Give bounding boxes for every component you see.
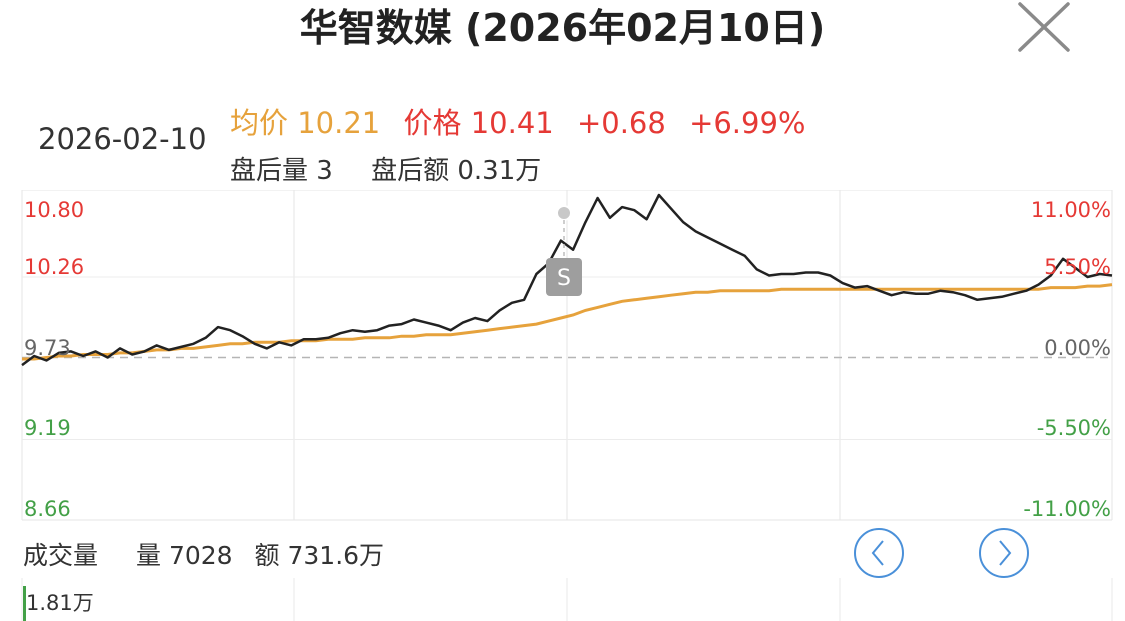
volume-info-line: 成交量 量 7028 额 731.6万 bbox=[23, 536, 384, 572]
after-hours-amount-label: 盘后额 bbox=[371, 156, 450, 186]
trade-marker[interactable]: S bbox=[546, 205, 582, 296]
chart-grid bbox=[21, 190, 1113, 521]
y-left-tick-label: 10.26 bbox=[24, 255, 85, 279]
next-day-button[interactable] bbox=[978, 527, 1030, 579]
price-line bbox=[21, 193, 1113, 367]
avg-price-line bbox=[22, 283, 1113, 361]
amount-label: 额 bbox=[254, 541, 280, 570]
y-right-tick-label: 11.00% bbox=[1030, 198, 1111, 222]
chevron-right-icon bbox=[979, 528, 1029, 578]
y-left-tick-label: 10.80 bbox=[24, 198, 85, 222]
y-right-tick-label: 5.50% bbox=[1044, 255, 1111, 279]
avg-price-label: 均价 bbox=[230, 106, 289, 140]
avg-price-value: 10.21 bbox=[297, 106, 381, 140]
price-change-pct: +6.99% bbox=[689, 106, 806, 140]
y-right-tick-label: -5.50% bbox=[1036, 416, 1111, 440]
y-left-tick-label: 9.19 bbox=[24, 416, 71, 440]
y-left-tick-label: 9.73 bbox=[24, 336, 71, 360]
volume-label: 量 bbox=[135, 541, 161, 570]
amount-value: 731.6万 bbox=[287, 541, 385, 570]
after-hours-line: 盘后量 3 盘后额 0.31万 bbox=[230, 150, 541, 187]
price-info-line: 均价 10.21 价格 10.41 +0.68 +6.99% bbox=[230, 100, 806, 142]
y-right-tick-label: -11.00% bbox=[1023, 497, 1111, 521]
chevron-left-icon bbox=[854, 528, 904, 578]
y-left-tick-label: 8.66 bbox=[24, 497, 71, 521]
after-hours-amount-value: 0.31万 bbox=[457, 156, 542, 186]
volume-value: 7028 bbox=[168, 541, 233, 570]
trade-marker-label: S bbox=[557, 266, 571, 291]
volume-bar bbox=[23, 586, 26, 621]
date-label: 2026-02-10 bbox=[38, 122, 207, 156]
close-icon bbox=[1018, 2, 1070, 52]
page-title: 华智数媒 (2026年02月10日) bbox=[299, 6, 826, 50]
y-right-tick-label: 0.00% bbox=[1044, 336, 1111, 360]
after-hours-volume-label: 盘后量 bbox=[230, 156, 309, 186]
intraday-price-chart[interactable]: S bbox=[0, 190, 1125, 522]
price-value: 10.41 bbox=[470, 106, 554, 140]
after-hours-volume-value: 3 bbox=[316, 156, 333, 186]
price-change: +0.68 bbox=[576, 106, 666, 140]
prev-day-button[interactable] bbox=[853, 527, 905, 579]
volume-title: 成交量 bbox=[23, 541, 99, 570]
volume-chart bbox=[21, 578, 1113, 621]
close-button[interactable] bbox=[1012, 0, 1076, 60]
price-label: 价格 bbox=[403, 106, 462, 140]
volume-max-label: 1.81万 bbox=[26, 591, 94, 615]
